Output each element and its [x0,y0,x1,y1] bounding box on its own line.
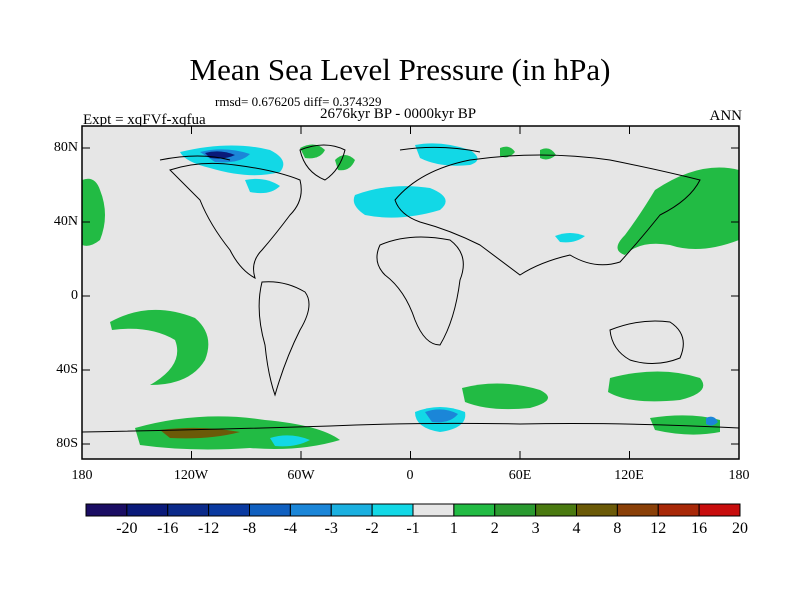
colorbar-label: -3 [324,520,338,537]
coastline-greenland [299,144,346,181]
colorbar-label: 12 [650,520,667,537]
anomaly-patch [462,383,548,410]
colorbar-label: 16 [691,520,708,537]
lat-label: 40N [53,214,78,229]
anomaly-patch [617,167,739,255]
colorbar [85,503,741,517]
coastline-eurasia [394,154,701,276]
anomaly-patch [425,409,458,423]
colorbar-label: -4 [283,520,298,537]
colorbar-swatch [371,503,414,517]
colorbar-label: -20 [116,520,138,537]
axis-ticks [81,126,740,459]
colorbar-label: 4 [572,520,581,537]
colorbar-swatch [616,503,659,517]
lon-label: 60E [508,468,532,483]
pressure-anomaly-field [82,143,739,450]
colorbar-swatch [698,503,741,517]
colorbar-swatch [453,503,496,517]
stats-label: rmsd= 0.676205 diff= 0.374329 [215,94,382,109]
anomaly-patch [270,435,310,447]
colorbar-swatch [330,503,373,517]
colorbar-swatch [657,503,700,517]
colorbar-swatch [289,503,332,517]
anomaly-patch [540,148,556,160]
coastline-south-america [258,281,310,397]
period-label: 2676kyr BP - 0000kyr BP [320,106,477,122]
anomaly-patch [82,178,105,246]
colorbar-swatch [249,503,291,517]
colorbar-label: -2 [365,520,379,537]
colorbar-label: -12 [197,520,220,537]
coastline-africa [376,236,464,346]
colorbar-label: -16 [157,520,179,537]
lon-label: 120E [614,468,644,483]
anomaly-patch [500,146,515,158]
colorbar-swatch [126,503,169,517]
lat-label: 80N [53,140,78,155]
colorbar-swatch [576,503,618,517]
lon-label: 180 [728,468,750,483]
lon-label: 60W [287,468,315,483]
lat-label: 0 [71,288,78,303]
colorbar-label: 1 [449,520,458,537]
coastline-north-america [169,162,302,280]
colorbar-label: 2 [490,520,499,537]
anomaly-patch [608,371,704,402]
coastline-antarctica [82,422,739,433]
colorbar-label: -1 [406,520,420,537]
anomaly-patch [555,233,585,243]
season-label: ANN [709,108,743,124]
coastline-arctic [159,146,481,161]
coastline-australia [609,320,684,364]
lat-label: 80S [56,436,78,451]
experiment-label: Expt = xqFVf-xqfua [83,112,206,128]
anomaly-patch [353,186,446,218]
anomaly-patch [650,415,720,435]
colorbar-swatch [535,503,577,517]
lon-label: 180 [71,468,93,483]
coastlines [82,144,739,433]
colorbar-label: 3 [531,520,540,537]
colorbar-label: -8 [242,520,257,537]
anomaly-patch [110,309,209,385]
colorbar-swatch [494,503,537,517]
colorbar-swatch [167,503,210,517]
anomaly-patch [245,178,280,194]
colorbar-label: 20 [732,520,748,537]
lat-label: 40S [56,362,78,377]
lon-label: 120W [173,468,209,483]
anomaly-patch [706,416,718,426]
map-background [82,126,739,459]
colorbar-swatch [208,503,250,517]
colorbar-swatch [85,503,128,517]
lon-label: 0 [406,468,414,483]
anomaly-patch [335,155,355,171]
colorbar-label: 8 [613,520,622,537]
map-title: Mean Sea Level Pressure (in hPa) [189,52,611,87]
colorbar-swatch [412,503,455,517]
